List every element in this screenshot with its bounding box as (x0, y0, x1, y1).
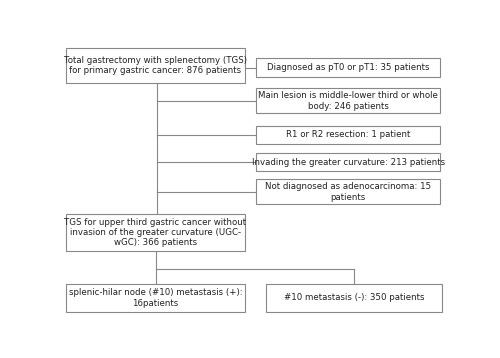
FancyBboxPatch shape (66, 214, 244, 251)
FancyBboxPatch shape (256, 179, 440, 204)
FancyBboxPatch shape (256, 88, 440, 113)
FancyBboxPatch shape (256, 153, 440, 171)
FancyBboxPatch shape (256, 126, 440, 144)
Text: Not diagnosed as adenocarcinoma: 15
patients: Not diagnosed as adenocarcinoma: 15 pati… (265, 182, 432, 202)
FancyBboxPatch shape (256, 58, 440, 77)
Text: TGS for upper third gastric cancer without
invasion of the greater curvature (UG: TGS for upper third gastric cancer witho… (64, 218, 246, 247)
Text: Total gastrectomy with splenectomy (TGS)
for primary gastric cancer: 876 patient: Total gastrectomy with splenectomy (TGS)… (64, 56, 247, 76)
Text: Invading the greater curvature: 213 patients: Invading the greater curvature: 213 pati… (252, 158, 445, 167)
FancyBboxPatch shape (66, 284, 244, 312)
Text: Main lesion is middle-lower third or whole
body: 246 patients: Main lesion is middle-lower third or who… (258, 91, 438, 111)
FancyBboxPatch shape (266, 284, 442, 312)
Text: R1 or R2 resection: 1 patient: R1 or R2 resection: 1 patient (286, 130, 410, 139)
FancyBboxPatch shape (66, 48, 244, 83)
Text: splenic-hilar node (#10) metastasis (+):
16patients: splenic-hilar node (#10) metastasis (+):… (68, 288, 242, 308)
Text: Diagnosed as pT0 or pT1: 35 patients: Diagnosed as pT0 or pT1: 35 patients (267, 63, 430, 72)
Text: #10 metastasis (-): 350 patients: #10 metastasis (-): 350 patients (284, 294, 424, 303)
